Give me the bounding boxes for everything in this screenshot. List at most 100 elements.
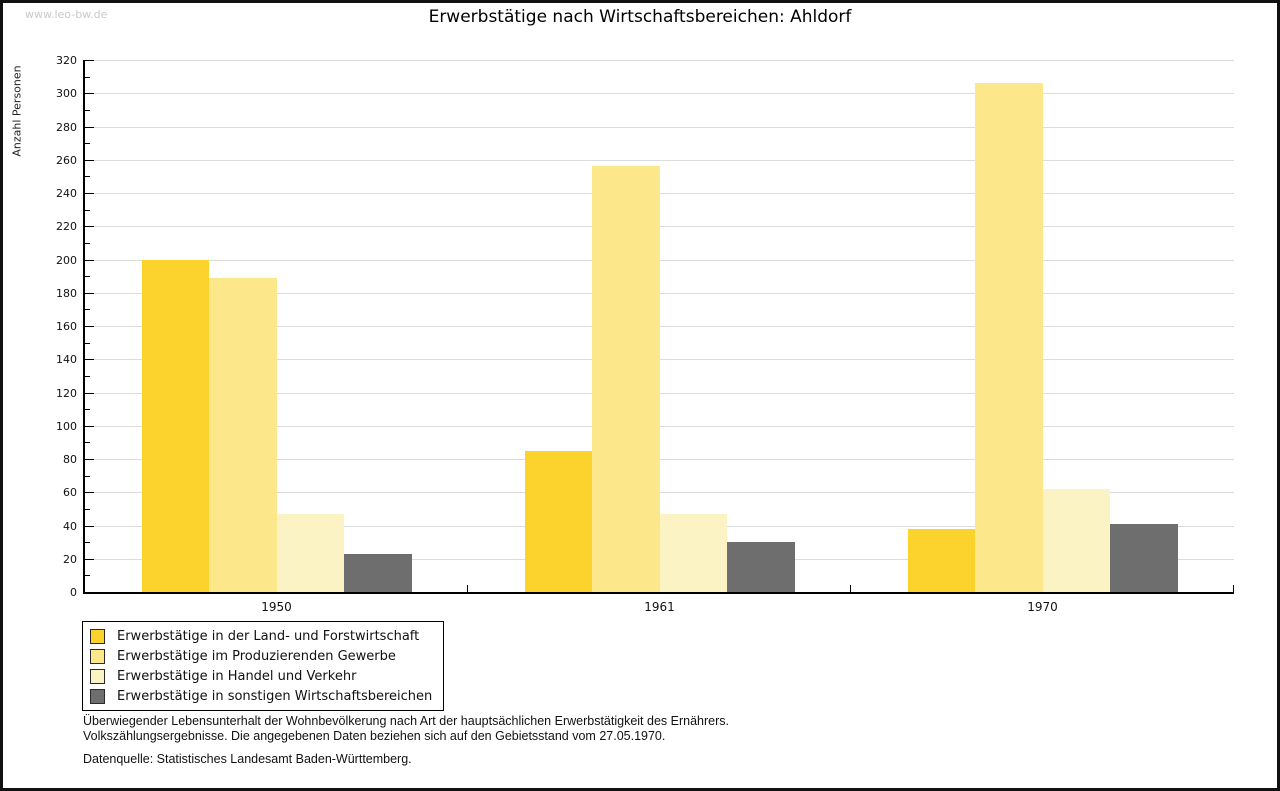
y-tick-label: 140	[56, 353, 77, 367]
y-major-tick	[85, 558, 94, 560]
legend-box: Erwerbstätige in der Land- und Forstwirt…	[82, 621, 445, 711]
y-tick-label: 0	[70, 586, 77, 599]
y-tick-label: 120	[56, 386, 77, 400]
bar-1950-series0	[141, 259, 209, 592]
gridline	[85, 93, 1234, 95]
bar-1970-series2	[1042, 488, 1110, 592]
legend-label: Erwerbstätige in Handel und Verkehr	[117, 668, 357, 684]
x-axis-tick	[467, 585, 468, 592]
y-minor-tick	[85, 176, 90, 178]
y-major-tick	[85, 292, 94, 294]
legend-swatch-icon	[90, 628, 105, 644]
footnote-line: Überwiegender Lebensunterhalt der Wohnbe…	[83, 714, 729, 728]
y-major-tick	[85, 459, 94, 460]
y-minor-tick	[85, 375, 90, 377]
legend-label: Erwerbstätige in sonstigen Wirtschaftsbe…	[117, 688, 433, 704]
y-major-tick	[85, 193, 94, 194]
y-tick-label: 60	[63, 486, 77, 500]
bar-1970-series0	[907, 528, 975, 592]
y-tick-label: 80	[63, 453, 77, 466]
y-tick-label: 280	[56, 120, 77, 134]
chart-title: Erwerbstätige nach Wirtschaftsbereichen:…	[428, 7, 852, 27]
y-major-tick	[85, 492, 94, 494]
y-tick-label: 100	[56, 419, 77, 433]
legend-swatch-icon	[90, 688, 105, 704]
y-major-tick	[85, 93, 94, 95]
y-tick-label: 40	[63, 519, 77, 533]
x-category-label: 1961	[644, 600, 675, 614]
y-tick-label: 180	[56, 286, 77, 300]
y-major-tick	[85, 259, 94, 261]
y-major-tick	[85, 425, 94, 427]
watermark-url: www.leo-bw.de	[25, 8, 108, 21]
footnote-line: Volkszählungsergebnisse. Die angegebenen…	[83, 729, 666, 743]
bar-1970-series1	[975, 83, 1043, 592]
y-minor-tick	[85, 442, 90, 444]
plot-area	[83, 60, 1234, 594]
y-major-tick	[85, 359, 94, 361]
y-minor-tick	[85, 575, 90, 577]
y-major-tick	[85, 159, 94, 161]
y-tick-label: 260	[56, 153, 77, 167]
y-major-tick	[85, 326, 94, 327]
legend-label: Erwerbstätige in der Land- und Forstwirt…	[117, 628, 420, 644]
legend-label: Erwerbstätige im Produzierenden Gewerbe	[117, 648, 396, 664]
y-tick-label: 160	[56, 320, 77, 333]
x-category-label: 1970	[1027, 600, 1058, 614]
gridline	[85, 60, 1234, 61]
y-minor-tick	[85, 276, 90, 278]
y-minor-tick	[85, 76, 90, 78]
gridline	[85, 425, 1234, 427]
y-minor-tick	[85, 109, 90, 111]
x-axis-tick	[850, 585, 851, 592]
bar-1961-series0	[524, 450, 592, 592]
gridline	[85, 259, 1234, 261]
y-major-tick	[85, 126, 94, 128]
data-source-note: Datenquelle: Statistisches Landesamt Bad…	[83, 752, 412, 766]
y-major-tick	[85, 60, 94, 61]
y-tick-label: 300	[56, 87, 77, 101]
gridline	[85, 226, 1234, 228]
y-tick-label: 200	[56, 253, 77, 267]
y-tick-label: 20	[63, 552, 77, 566]
gridline	[85, 159, 1234, 161]
bar-1961-series3	[727, 542, 795, 592]
gridline	[85, 392, 1234, 394]
y-minor-tick	[85, 342, 90, 344]
legend-item: Erwerbstätige im Produzierenden Gewerbe	[90, 646, 432, 666]
bar-1961-series2	[659, 513, 727, 592]
y-minor-tick	[85, 143, 90, 145]
bar-1970-series3	[1110, 523, 1178, 592]
gridline	[85, 492, 1234, 494]
y-minor-tick	[85, 309, 90, 311]
x-axis-tick	[1233, 585, 1234, 592]
legend-item: Erwerbstätige in Handel und Verkehr	[90, 666, 432, 686]
y-tick-label: 220	[56, 220, 77, 234]
gridline	[85, 292, 1234, 294]
x-category-label: 1950	[261, 600, 292, 614]
y-minor-tick	[85, 209, 90, 211]
legend-item: Erwerbstätige in der Land- und Forstwirt…	[90, 626, 432, 646]
gridline	[85, 193, 1234, 194]
y-minor-tick	[85, 508, 90, 510]
y-major-tick	[85, 525, 94, 527]
y-major-tick	[85, 226, 94, 228]
bar-1950-series3	[344, 553, 412, 592]
y-minor-tick	[85, 542, 90, 544]
y-major-tick	[85, 392, 94, 394]
footnote: Überwiegender Lebensunterhalt der Wohnbe…	[83, 714, 729, 744]
bar-1950-series1	[209, 277, 277, 592]
bar-1961-series1	[592, 166, 660, 592]
gridline	[85, 326, 1234, 327]
gridline	[85, 359, 1234, 361]
legend-item: Erwerbstätige in sonstigen Wirtschaftsbe…	[90, 686, 432, 706]
bar-1950-series2	[276, 513, 344, 592]
gridline	[85, 126, 1234, 128]
legend-swatch-icon	[90, 668, 105, 684]
y-minor-tick	[85, 409, 90, 411]
y-tick-label: 320	[56, 54, 77, 67]
y-tick-label: 240	[56, 187, 77, 200]
gridline	[85, 459, 1234, 460]
y-minor-tick	[85, 242, 90, 244]
